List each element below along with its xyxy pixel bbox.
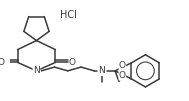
Text: N: N <box>33 66 40 75</box>
Text: O: O <box>68 58 75 67</box>
Text: O: O <box>119 71 126 80</box>
Text: O: O <box>0 58 5 67</box>
Text: N: N <box>98 66 105 75</box>
Text: HCl: HCl <box>60 10 77 20</box>
Text: O: O <box>119 61 126 70</box>
